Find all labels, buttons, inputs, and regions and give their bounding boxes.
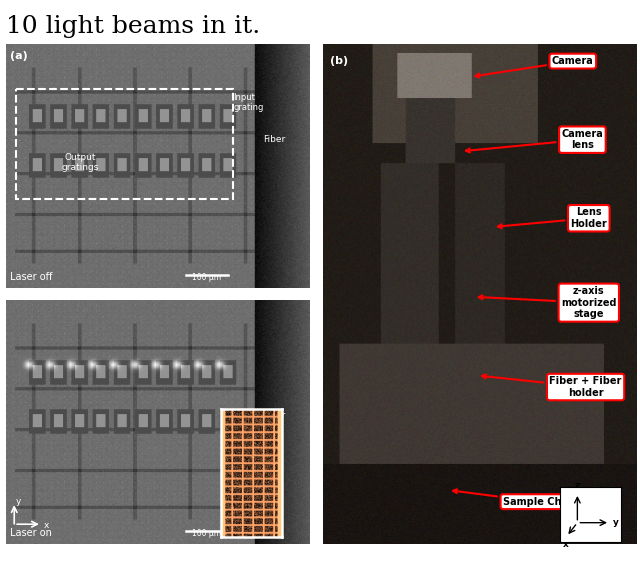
Text: Fiber + Fiber
holder: Fiber + Fiber holder bbox=[482, 374, 622, 398]
Text: Fiber: Fiber bbox=[263, 411, 285, 420]
Bar bbox=[16, 89, 232, 199]
Text: Laser on: Laser on bbox=[10, 528, 51, 538]
Text: Sample Chip: Sample Chip bbox=[453, 489, 572, 507]
Text: Laser off: Laser off bbox=[10, 272, 52, 282]
Text: Fiber: Fiber bbox=[263, 135, 285, 144]
Text: x: x bbox=[44, 520, 49, 530]
Text: Camera
lens: Camera lens bbox=[466, 129, 604, 152]
Text: z-axis
motorized
stage: z-axis motorized stage bbox=[479, 286, 616, 320]
Text: Input
grating: Input grating bbox=[234, 93, 264, 112]
Text: Lens
Holder: Lens Holder bbox=[498, 207, 607, 229]
Text: 100 μm: 100 μm bbox=[192, 529, 221, 538]
Text: y: y bbox=[16, 497, 22, 506]
Text: 100 μm: 100 μm bbox=[192, 273, 221, 282]
Text: 10 light beams in it.: 10 light beams in it. bbox=[6, 15, 260, 38]
Text: x: x bbox=[563, 540, 568, 549]
Text: Camera: Camera bbox=[476, 56, 594, 77]
Text: z: z bbox=[575, 481, 580, 490]
Text: Output
gratings: Output gratings bbox=[62, 152, 99, 172]
Text: (a): (a) bbox=[10, 51, 28, 61]
Text: (b): (b) bbox=[330, 56, 348, 66]
Text: y: y bbox=[613, 518, 619, 527]
